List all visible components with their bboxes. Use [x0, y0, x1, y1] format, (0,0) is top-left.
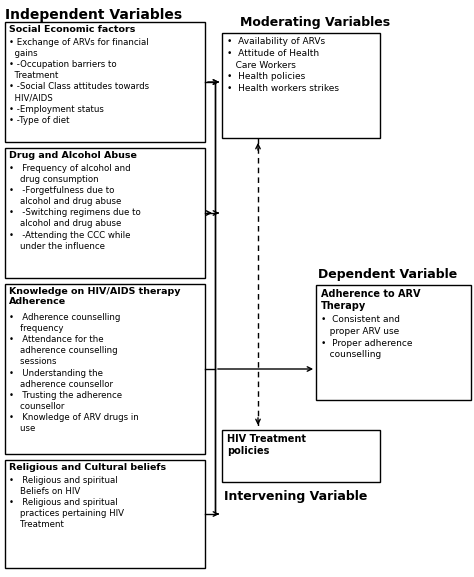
Bar — [222, 33, 380, 138]
Bar — [222, 430, 380, 482]
Text: Drug and Alcohol Abuse: Drug and Alcohol Abuse — [9, 151, 137, 160]
Text: Adherence to ARV
Therapy: Adherence to ARV Therapy — [321, 289, 420, 310]
Text: Intervening Variable: Intervening Variable — [224, 490, 367, 503]
Text: •   Adherence counselling
    frequency
•   Attendance for the
    adherence cou: • Adherence counselling frequency • Atte… — [9, 313, 139, 433]
Bar — [5, 22, 205, 142]
Text: Independent Variables: Independent Variables — [5, 8, 182, 22]
Bar — [5, 284, 205, 454]
Text: Knowledge on HIV/AIDS therapy
Adherence: Knowledge on HIV/AIDS therapy Adherence — [9, 287, 181, 306]
Bar — [5, 460, 205, 568]
Text: Moderating Variables: Moderating Variables — [240, 16, 390, 29]
Text: • Exchange of ARVs for financial
  gains
• -Occupation barriers to
  Treatment
•: • Exchange of ARVs for financial gains •… — [9, 38, 149, 125]
Text: Religious and Cultural beliefs: Religious and Cultural beliefs — [9, 463, 166, 472]
Text: •  Availability of ARVs
•  Attitude of Health
   Care Workers
•  Health policies: • Availability of ARVs • Attitude of Hea… — [227, 37, 339, 93]
Bar — [5, 148, 205, 278]
Text: •  Consistent and
   proper ARV use
•  Proper adherence
   counselling: • Consistent and proper ARV use • Proper… — [321, 315, 412, 359]
Text: Dependent Variable: Dependent Variable — [318, 268, 457, 281]
Text: HIV Treatment
policies: HIV Treatment policies — [227, 434, 306, 456]
Text: Social Economic factors: Social Economic factors — [9, 25, 136, 34]
Text: •   Religious and spiritual
    Beliefs on HIV
•   Religious and spiritual
    p: • Religious and spiritual Beliefs on HIV… — [9, 476, 124, 530]
Bar — [316, 285, 471, 400]
Text: •   Frequency of alcohol and
    drug consumption
•   -Forgetfulness due to
    : • Frequency of alcohol and drug consumpt… — [9, 164, 141, 250]
